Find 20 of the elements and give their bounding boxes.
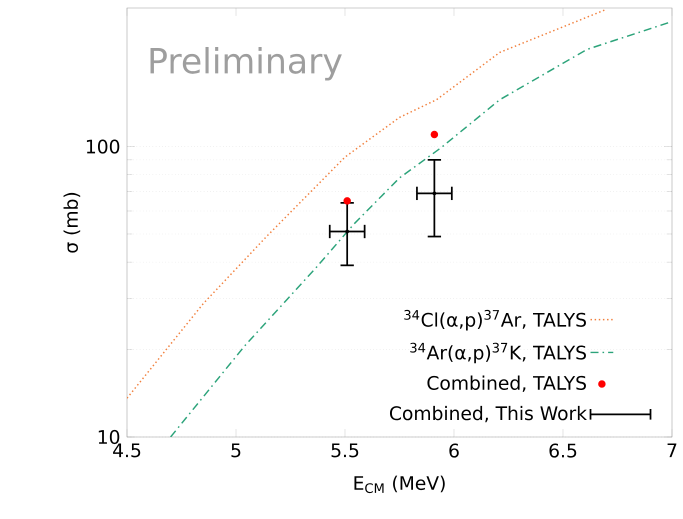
point xyxy=(430,130,438,138)
x-tick-label: 5.5 xyxy=(332,443,358,458)
legend-label: $^{34}$Ar(α,p)$^{37}$K, TALYS xyxy=(410,342,586,364)
legend-label: Combined, This Work xyxy=(390,406,587,422)
y-tick-label: 10 xyxy=(98,430,120,444)
line-series xyxy=(127,8,608,399)
y-tick-label: 100 xyxy=(86,139,120,154)
x-tick-label: 5 xyxy=(232,443,240,458)
legend-label: Combined, TALYS xyxy=(427,376,586,392)
x-tick-label: 6 xyxy=(449,443,459,458)
x-tick-label: 7 xyxy=(668,443,676,458)
point xyxy=(343,197,351,205)
annotation: Preliminary xyxy=(150,46,342,81)
point xyxy=(432,192,436,196)
legend-label: $^{34}$Cl(α,p)$^{37}$Ar, TALYS xyxy=(404,310,586,330)
x-tick-label: 6.5 xyxy=(549,443,576,458)
point xyxy=(345,230,350,234)
y-axis-title: σ (mb) xyxy=(64,192,80,253)
x-axis-title: E$_{CM}$ (MeV) xyxy=(354,476,445,494)
x-tick-label: 4.5 xyxy=(113,443,140,458)
